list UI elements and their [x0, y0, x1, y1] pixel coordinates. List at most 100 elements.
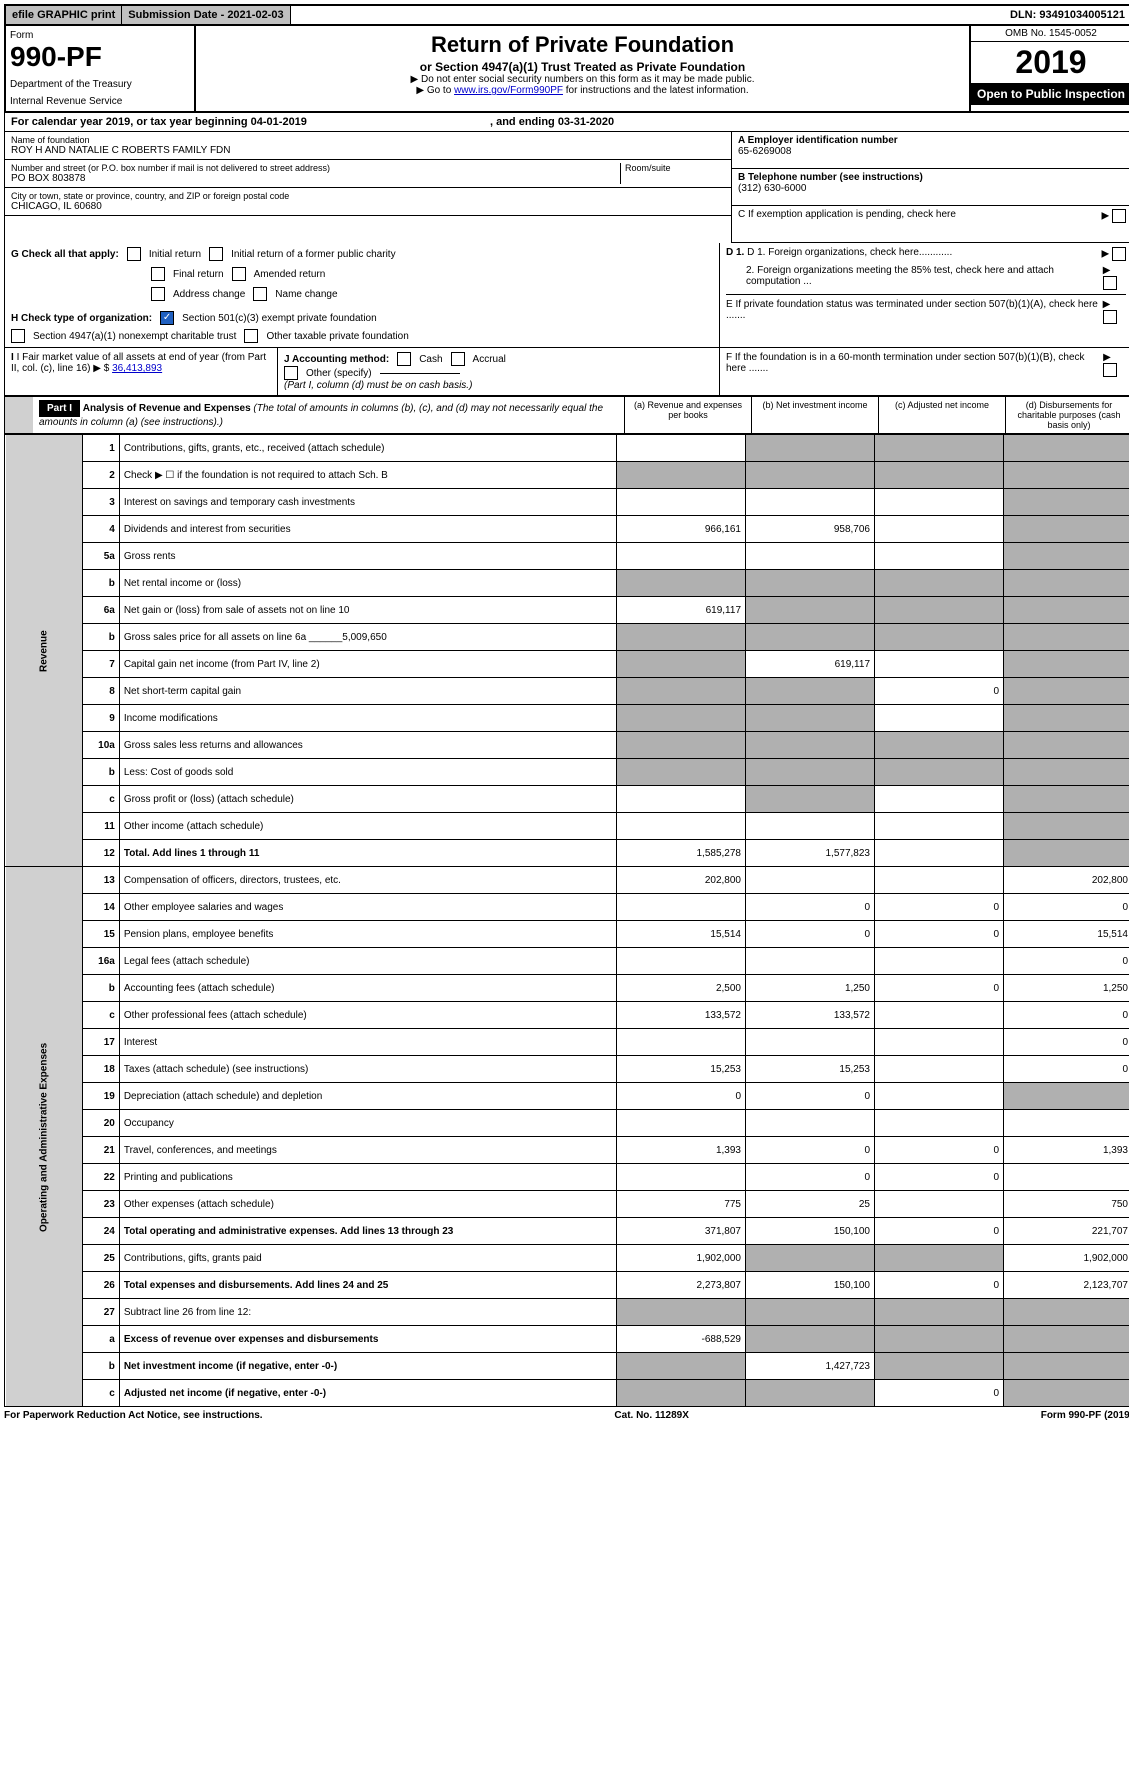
address-change-cb[interactable] [151, 287, 165, 301]
j-section: J Accounting method: Cash Accrual Other … [278, 348, 720, 395]
cell-d [1004, 1164, 1129, 1191]
table-row: Revenue1Contributions, gifts, grants, et… [5, 435, 1129, 462]
c-checkbox[interactable] [1112, 209, 1126, 223]
footer-center: Cat. No. 11289X [614, 1410, 688, 1421]
row-description: Excess of revenue over expenses and disb… [119, 1326, 616, 1353]
row-number: 16a [82, 948, 119, 975]
other-taxable-cb[interactable] [244, 329, 258, 343]
footer: For Paperwork Reduction Act Notice, see … [4, 1407, 1129, 1424]
f-cb[interactable] [1103, 363, 1117, 377]
cell-b: 150,100 [746, 1272, 875, 1299]
initial-return-cb[interactable] [127, 247, 141, 261]
cell-c [875, 1191, 1004, 1218]
amended-cb[interactable] [232, 267, 246, 281]
cell-b [746, 597, 875, 624]
header-center: Return of Private Foundation or Section … [196, 26, 969, 111]
table-row: 25Contributions, gifts, grants paid1,902… [5, 1245, 1129, 1272]
cell-d [1004, 489, 1129, 516]
table-row: aExcess of revenue over expenses and dis… [5, 1326, 1129, 1353]
cell-a: 2,500 [617, 975, 746, 1002]
other-method-cb[interactable] [284, 366, 298, 380]
cell-d [1004, 840, 1129, 867]
cell-d: 202,800 [1004, 867, 1129, 894]
table-row: 15Pension plans, employee benefits15,514… [5, 921, 1129, 948]
row-number: 14 [82, 894, 119, 921]
row-number: 6a [82, 597, 119, 624]
cell-b: 15,253 [746, 1056, 875, 1083]
info-right: A Employer identification number 65-6269… [731, 132, 1129, 243]
table-row: Operating and Administrative Expenses13C… [5, 867, 1129, 894]
cell-d [1004, 678, 1129, 705]
cash-cb[interactable] [397, 352, 411, 366]
cell-b: 1,577,823 [746, 840, 875, 867]
row-number: 24 [82, 1218, 119, 1245]
cell-c [875, 1353, 1004, 1380]
cell-d [1004, 786, 1129, 813]
row-description: Other professional fees (attach schedule… [119, 1002, 616, 1029]
row-number: 27 [82, 1299, 119, 1326]
e-cb[interactable] [1103, 310, 1117, 324]
row-description: Gross rents [119, 543, 616, 570]
phone-cell: B Telephone number (see instructions) (3… [732, 169, 1129, 206]
cell-d [1004, 1299, 1129, 1326]
table-row: 21Travel, conferences, and meetings1,393… [5, 1137, 1129, 1164]
cell-c: 0 [875, 975, 1004, 1002]
table-row: 8Net short-term capital gain0 [5, 678, 1129, 705]
cell-c [875, 705, 1004, 732]
row-number: 11 [82, 813, 119, 840]
table-row: 27Subtract line 26 from line 12: [5, 1299, 1129, 1326]
cell-b [746, 1029, 875, 1056]
cell-a: 0 [617, 1083, 746, 1110]
cell-b [746, 1380, 875, 1407]
cell-a [617, 1110, 746, 1137]
name-change-cb[interactable] [253, 287, 267, 301]
fmv-link[interactable]: 36,413,893 [112, 363, 162, 374]
table-row: 14Other employee salaries and wages000 [5, 894, 1129, 921]
d2-cb[interactable] [1103, 276, 1117, 290]
initial-former-cb[interactable] [209, 247, 223, 261]
top-bar: efile GRAPHIC print Submission Date - 20… [4, 4, 1129, 26]
501c3-cb[interactable] [160, 311, 174, 325]
cell-a: 1,393 [617, 1137, 746, 1164]
row-description: Taxes (attach schedule) (see instruction… [119, 1056, 616, 1083]
cell-a [617, 570, 746, 597]
row-description: Subtract line 26 from line 12: [119, 1299, 616, 1326]
irs-link[interactable]: www.irs.gov/Form990PF [454, 85, 563, 96]
row-description: Net investment income (if negative, ente… [119, 1353, 616, 1380]
cell-d: 0 [1004, 1002, 1129, 1029]
row-description: Printing and publications [119, 1164, 616, 1191]
cell-b [746, 1110, 875, 1137]
table-row: 10aGross sales less returns and allowanc… [5, 732, 1129, 759]
cell-b [746, 489, 875, 516]
final-return-cb[interactable] [151, 267, 165, 281]
cell-c [875, 786, 1004, 813]
cell-a: 1,902,000 [617, 1245, 746, 1272]
cell-c [875, 813, 1004, 840]
cell-d [1004, 624, 1129, 651]
row-description: Capital gain net income (from Part IV, l… [119, 651, 616, 678]
table-row: cAdjusted net income (if negative, enter… [5, 1380, 1129, 1407]
cell-a [617, 1164, 746, 1191]
table-row: cOther professional fees (attach schedul… [5, 1002, 1129, 1029]
cell-d: 1,902,000 [1004, 1245, 1129, 1272]
d1-cb[interactable] [1112, 247, 1126, 261]
cell-c [875, 570, 1004, 597]
efile-button[interactable]: efile GRAPHIC print [6, 6, 122, 24]
cell-c [875, 516, 1004, 543]
instr-2: ▶ Go to www.irs.gov/Form990PF for instru… [200, 85, 965, 96]
i-j-section: I I Fair market value of all assets at e… [4, 348, 1129, 396]
part1-desc: Part I Analysis of Revenue and Expenses … [33, 397, 624, 433]
cell-c: 0 [875, 1164, 1004, 1191]
footer-left: For Paperwork Reduction Act Notice, see … [4, 1410, 263, 1421]
cell-b: 150,100 [746, 1218, 875, 1245]
cell-c [875, 624, 1004, 651]
address-cell: Number and street (or P.O. box number if… [5, 160, 731, 188]
table-row: 23Other expenses (attach schedule)775257… [5, 1191, 1129, 1218]
row-number: 19 [82, 1083, 119, 1110]
cell-d [1004, 813, 1129, 840]
row-description: Gross sales price for all assets on line… [119, 624, 616, 651]
cell-c [875, 489, 1004, 516]
row-number: 3 [82, 489, 119, 516]
4947-cb[interactable] [11, 329, 25, 343]
accrual-cb[interactable] [451, 352, 465, 366]
